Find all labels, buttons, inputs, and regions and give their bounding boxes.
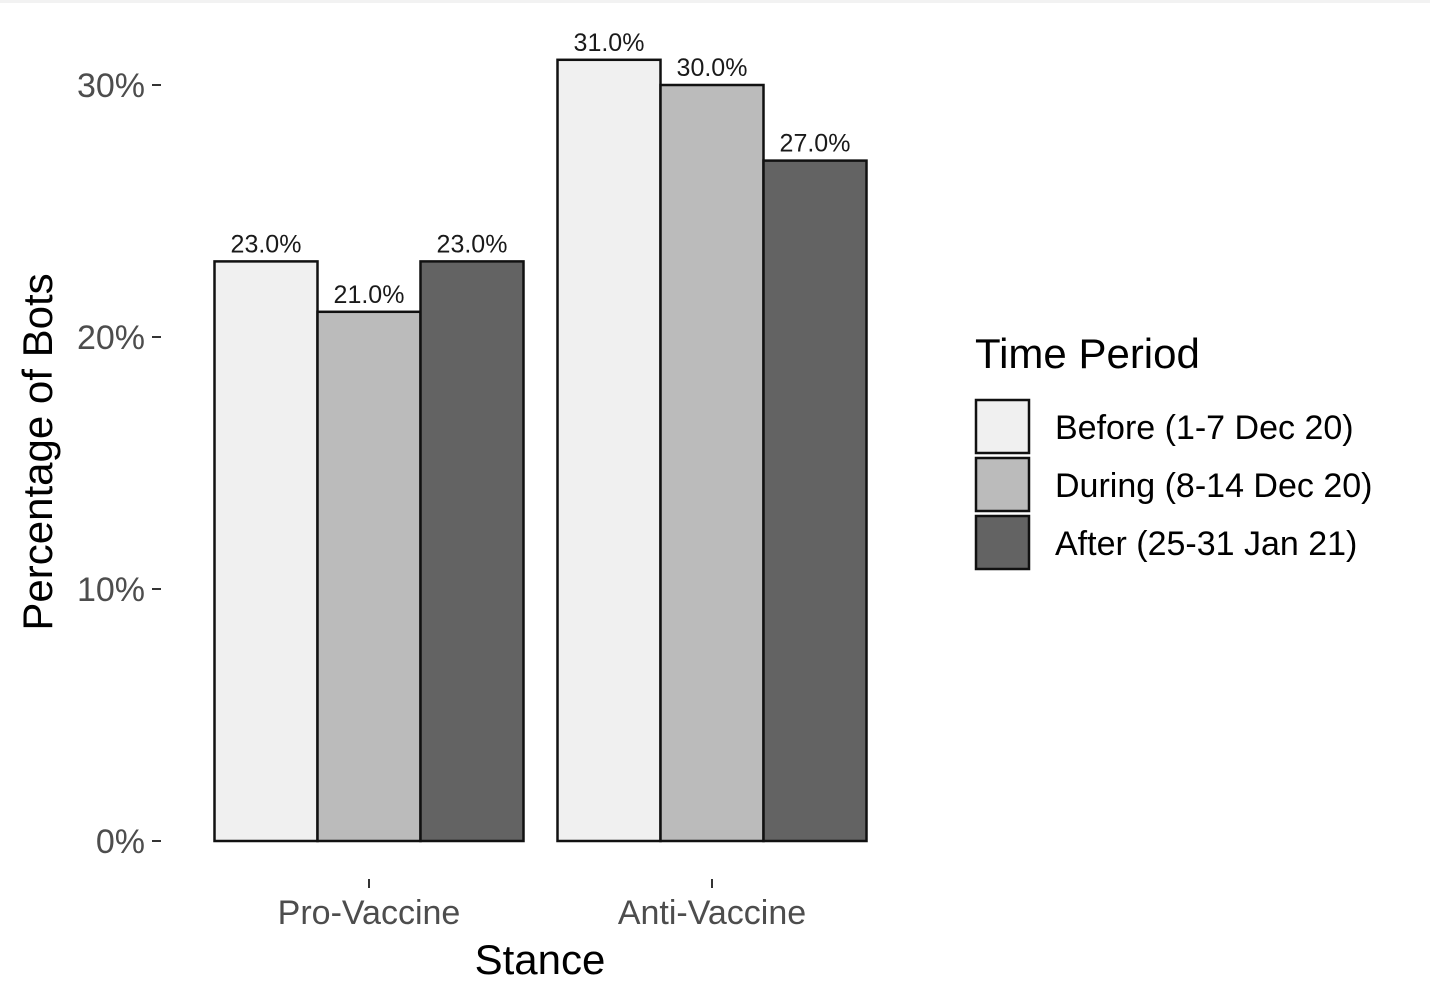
x-tick-label: Pro-Vaccine (278, 894, 461, 932)
data-label: 23.0% (231, 230, 302, 258)
legend: Time Period Before (1-7 Dec 20) During (8… (974, 330, 1372, 571)
y-tick-label: 0% (96, 823, 145, 861)
bars-group (213, 58, 868, 843)
y-tick-label: 20% (77, 319, 145, 357)
x-tick-label: Anti-Vaccine (618, 894, 806, 932)
bar (762, 159, 868, 843)
bar (659, 83, 765, 843)
x-axis-title: Stance (475, 936, 606, 982)
data-label: 21.0% (334, 281, 405, 309)
y-tick-label: 30% (77, 67, 145, 105)
legend-swatch (974, 456, 1031, 513)
x-axis: Pro-Vaccine Anti-Vaccine (278, 879, 806, 932)
data-labels-group: 23.0% 21.0% 23.0% 31.0% 30.0% 27.0% (231, 29, 851, 309)
legend-label: Before (1-7 Dec 20) (1055, 409, 1354, 447)
bar (556, 58, 662, 843)
bar (316, 310, 422, 843)
data-label: 27.0% (780, 130, 851, 158)
legend-swatch (974, 514, 1031, 571)
bar (213, 260, 319, 843)
top-border-strip (0, 0, 1430, 3)
y-axis-title: Percentage of Bots (14, 273, 61, 630)
legend-label: After (25-31 Jan 21) (1055, 525, 1357, 563)
bar (419, 260, 525, 843)
data-label: 23.0% (437, 230, 508, 258)
y-tick-label: 10% (77, 571, 145, 609)
y-axis: 0% 10% 20% 30% (77, 67, 161, 861)
data-label: 30.0% (677, 54, 748, 82)
legend-label: During (8-14 Dec 20) (1055, 467, 1372, 505)
legend-swatch (974, 398, 1031, 455)
legend-title: Time Period (975, 330, 1200, 377)
data-label: 31.0% (574, 29, 645, 57)
